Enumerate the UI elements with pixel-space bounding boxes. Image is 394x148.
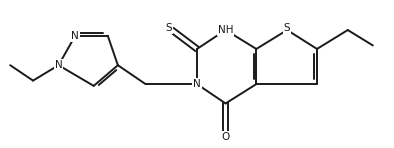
Text: NH: NH [218,25,233,35]
Text: S: S [165,23,172,33]
Text: O: O [221,132,230,142]
Text: S: S [284,23,290,33]
Text: N: N [71,31,79,41]
Text: N: N [55,60,62,70]
Text: N: N [193,79,201,89]
